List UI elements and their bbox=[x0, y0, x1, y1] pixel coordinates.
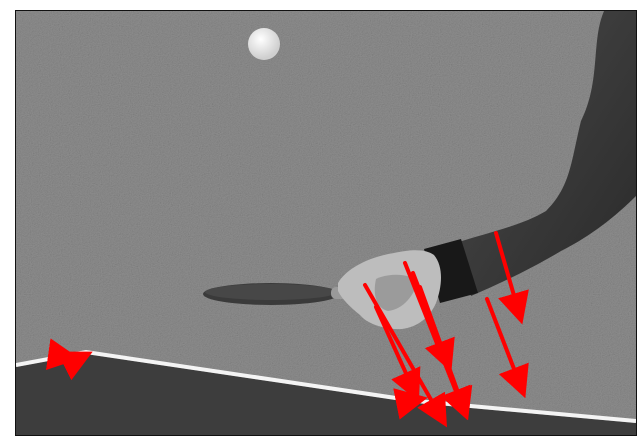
motion-vector bbox=[485, 297, 529, 399]
motion-vector bbox=[45, 338, 80, 371]
motion-vectors bbox=[45, 231, 529, 428]
scene-svg bbox=[16, 11, 636, 435]
ping-pong-ball-icon bbox=[248, 28, 280, 60]
photo-scene bbox=[15, 10, 637, 436]
sleeve bbox=[456, 11, 636, 296]
motion-vector bbox=[494, 231, 529, 325]
motion-vector bbox=[374, 305, 421, 402]
hand-shadow bbox=[374, 274, 418, 311]
motion-vector bbox=[56, 351, 93, 381]
motion-vector bbox=[418, 285, 473, 421]
table-surface bbox=[16, 354, 636, 435]
motion-vector bbox=[393, 388, 428, 420]
